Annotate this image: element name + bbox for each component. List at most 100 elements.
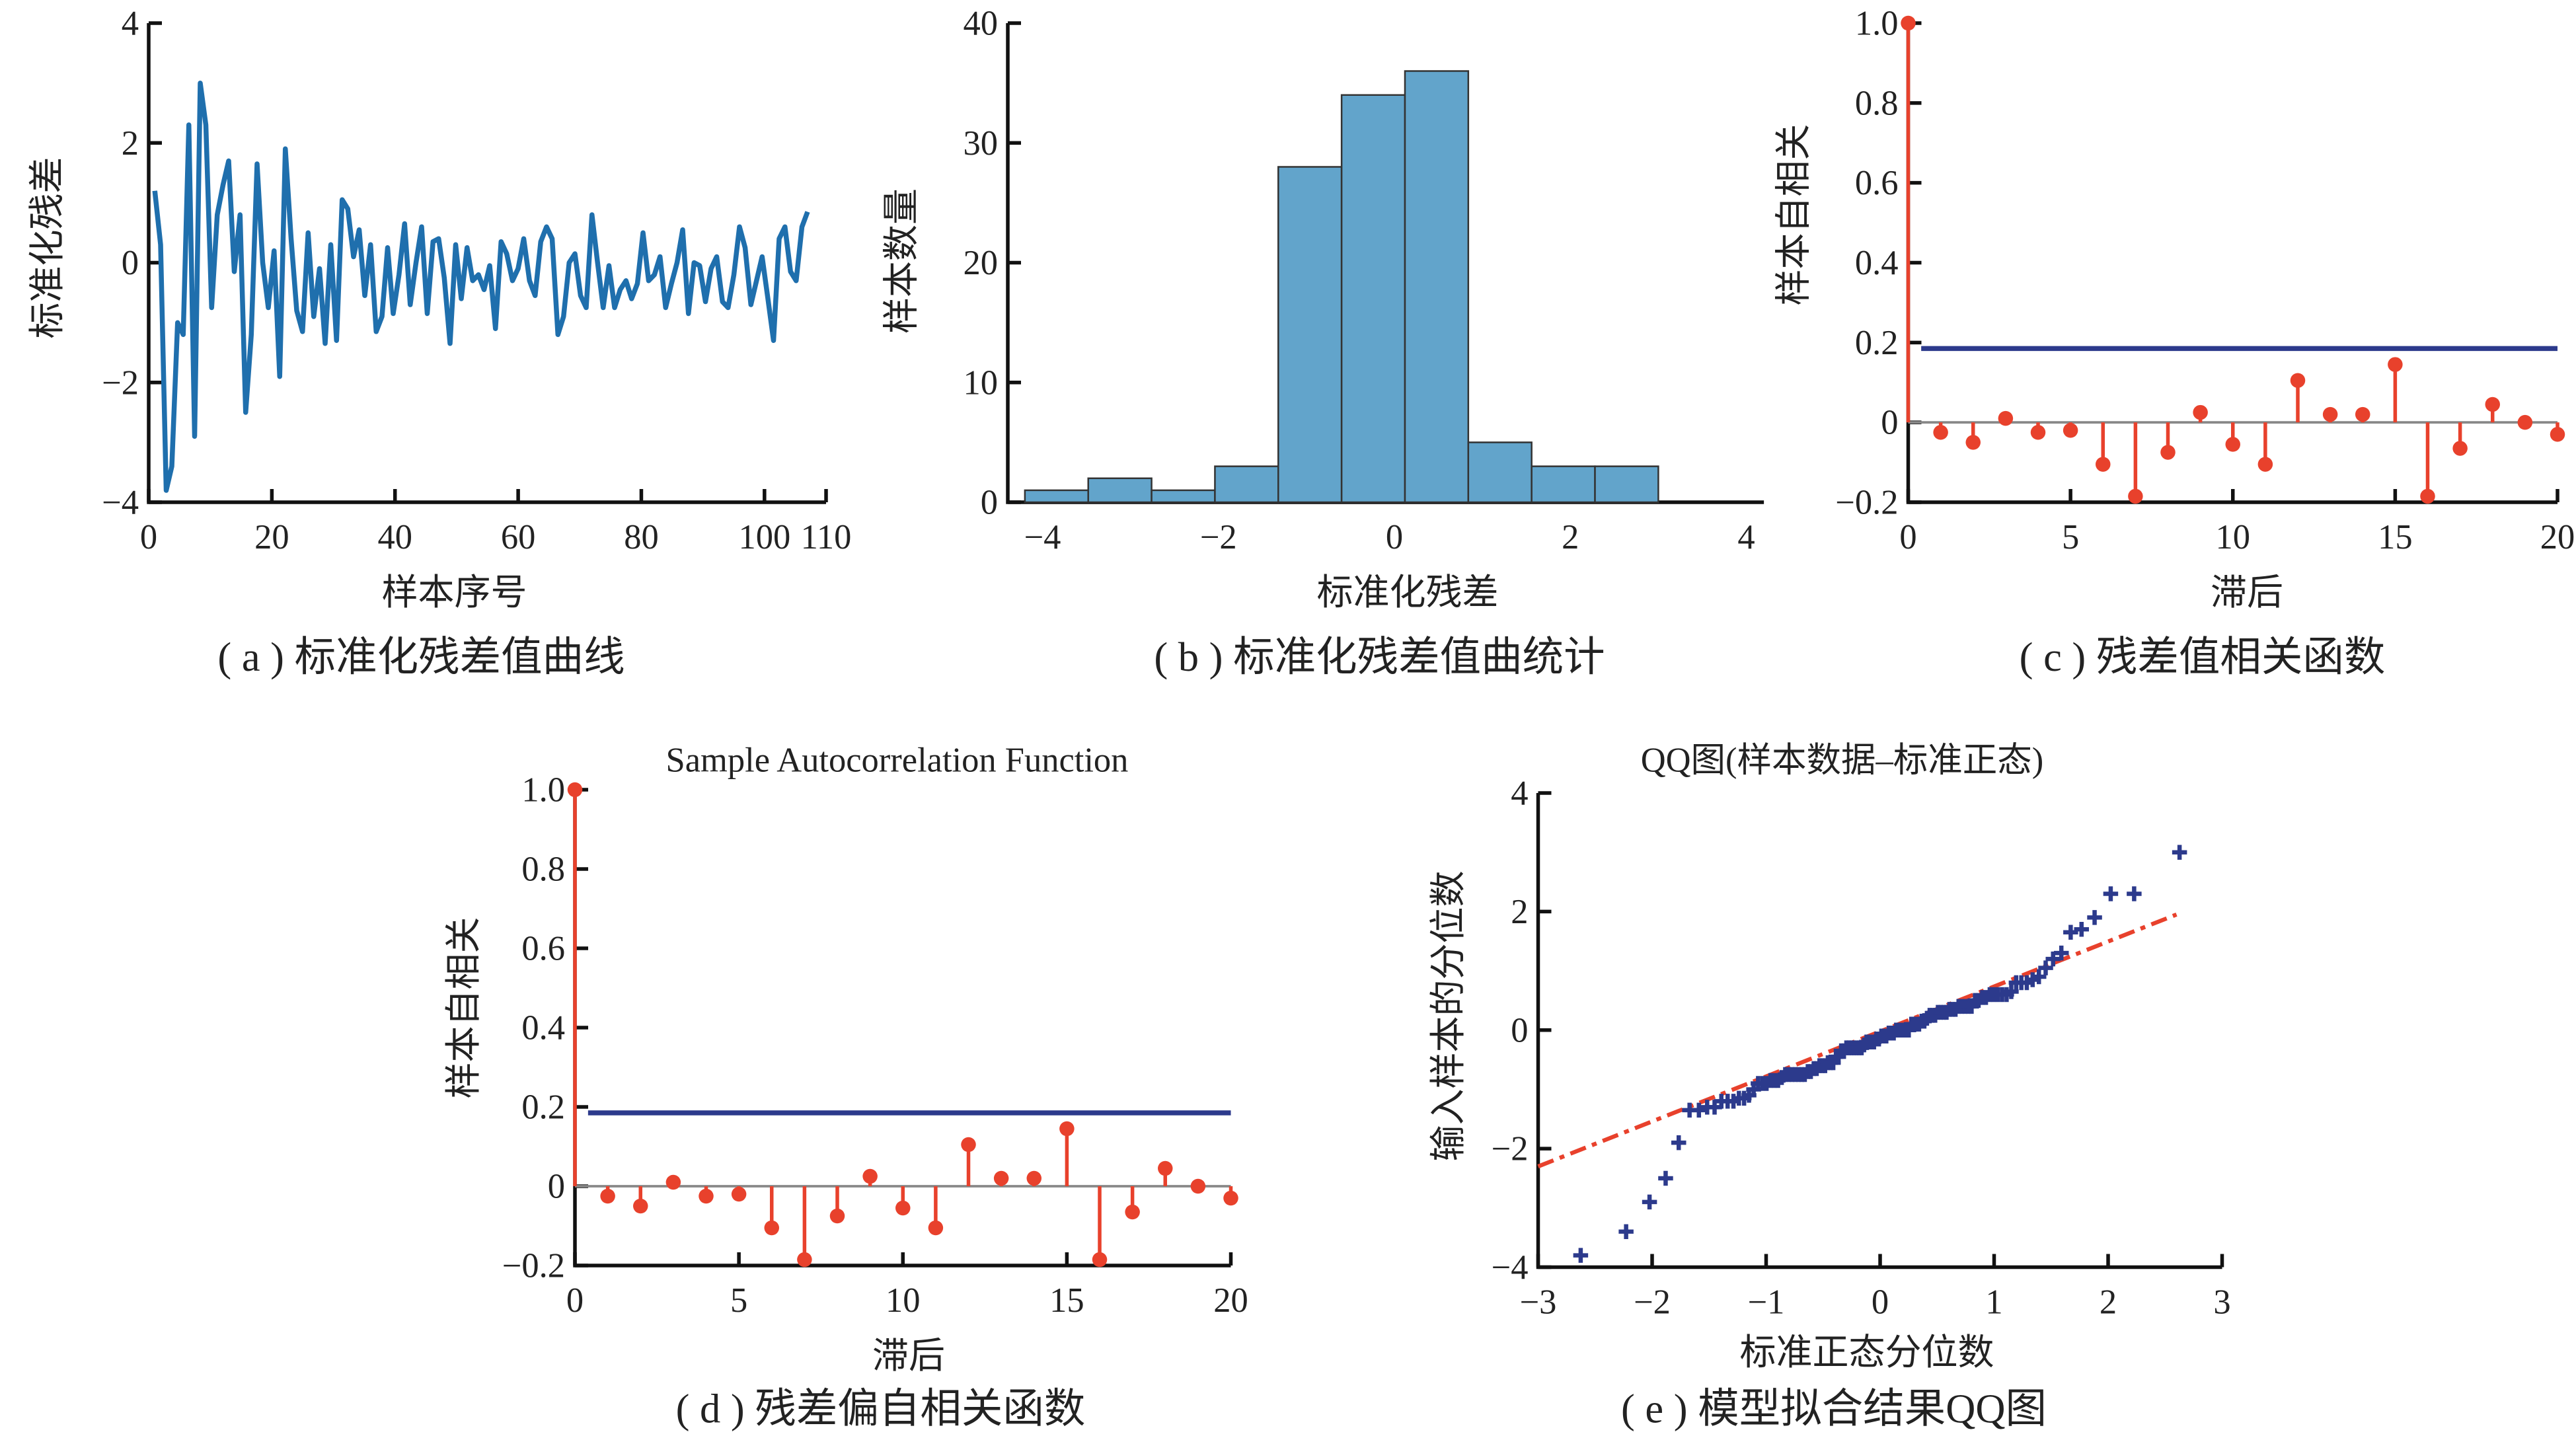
stem-marker	[2517, 414, 2533, 430]
panel-b-xlabel: 标准化残差	[1316, 572, 1498, 613]
panel-b-xtick-label: 2	[1562, 518, 1579, 556]
histogram-bar	[1087, 477, 1153, 504]
qq-point-marker	[2031, 969, 2047, 985]
stem-marker	[2550, 427, 2565, 442]
panel-a-xtick-label: 20	[254, 518, 289, 556]
panel-c-acf: 滞后 样本自相关 ( c ) 残差值相关函数 1.00.80.60.40.20−…	[1774, 5, 2575, 681]
qq-point-marker	[2053, 945, 2069, 961]
panel-a-xtick-label: 100	[738, 518, 790, 556]
histogram-bar	[1277, 166, 1343, 504]
panel-e-ylabel: 输入样本的分位数	[1428, 870, 1468, 1161]
qq-point-marker	[2074, 922, 2090, 937]
panel-e-xtick-label: 0	[1872, 1283, 1889, 1322]
stem-marker	[699, 1188, 714, 1204]
stem-marker	[2290, 373, 2306, 388]
panel-c-ytick-label: −0.2	[1835, 484, 1898, 522]
panel-c-xtick-label: 10	[2216, 518, 2251, 556]
qq-point-marker	[2004, 984, 2019, 999]
stem-marker	[2355, 406, 2370, 422]
panel-b-ytick-label: 20	[964, 244, 999, 282]
panel-c-caption: ( c ) 残差值相关函数	[2020, 634, 2386, 680]
stem-marker	[829, 1208, 845, 1224]
panel-c-xtick-label: 15	[2378, 518, 2413, 556]
panel-d-ytick-label: 0.4	[521, 1009, 565, 1047]
panel-a-ytick-label: 0	[122, 244, 139, 282]
panel-e-xtick-label: 1	[1985, 1283, 2002, 1322]
histogram-bar	[1467, 441, 1533, 504]
stem-marker	[2225, 437, 2240, 452]
panel-b-xtick-label: −4	[1024, 518, 1061, 556]
panel-d-ytick-label: 0.2	[521, 1088, 565, 1127]
panel-a-ylabel: 标准化残差	[27, 157, 67, 338]
panel-e-ytick-label: 4	[1511, 775, 1528, 813]
panel-e-xtick-label: −1	[1748, 1283, 1785, 1322]
panel-d-xtick-label: 15	[1049, 1281, 1084, 1320]
stem-marker	[2322, 406, 2338, 422]
stem-marker	[1998, 410, 2014, 426]
panel-d-xtick-label: 20	[1213, 1281, 1248, 1320]
panel-e-ytick-label: −4	[1492, 1248, 1529, 1287]
histogram-bar	[1214, 465, 1279, 504]
panel-d-ytick-label: −0.2	[502, 1247, 565, 1285]
panel-a-xtick-label: 80	[624, 518, 659, 556]
panel-c-ytick-label: 0.8	[1855, 84, 1899, 122]
histogram-bar	[1024, 489, 1089, 504]
qq-point-marker	[1618, 1224, 1634, 1239]
panel-b-ytick-label: 30	[964, 124, 999, 163]
panel-b-ytick-label: 10	[964, 363, 999, 402]
panel-b-xtick-label: 0	[1386, 518, 1403, 556]
panel-c-xtick-label: 5	[2062, 518, 2079, 556]
qq-point-marker	[1658, 1170, 1673, 1186]
panel-c-xtick-label: 20	[2540, 518, 2575, 556]
panel-a-xtick-label: 0	[140, 518, 157, 556]
panel-b-ytick-label: 40	[964, 5, 999, 43]
panel-c-xtick-label: 0	[1899, 518, 1916, 556]
panel-b-ylabel: 样本数量	[882, 188, 922, 334]
qq-point-marker	[2127, 886, 2142, 901]
stem-marker	[2193, 404, 2208, 420]
stem-marker	[2128, 488, 2143, 504]
panel-e-ytick-label: 2	[1511, 893, 1528, 931]
panel-a-xtick-label: 110	[801, 518, 852, 556]
panel-e-ytick-label: −2	[1492, 1130, 1529, 1168]
stem-marker	[2063, 423, 2078, 438]
panel-d-xtick-label: 10	[886, 1281, 921, 1320]
stem-marker	[2257, 457, 2273, 472]
stem-marker	[633, 1198, 648, 1214]
panel-e-title: QQ图(样本数据–标准正态)	[1641, 741, 2044, 780]
stem-marker	[1059, 1121, 1075, 1137]
stem-marker	[2420, 488, 2435, 504]
panel-a-ytick-label: 4	[122, 5, 139, 43]
panel-c-ytick-label: 1.0	[1855, 5, 1899, 43]
stem-marker	[2485, 397, 2500, 412]
panel-d-xlabel: 滞后	[872, 1336, 945, 1376]
qq-point-marker	[1691, 1102, 1707, 1118]
histogram-bar	[1404, 70, 1470, 504]
panel-e-xtick-label: 2	[2100, 1283, 2117, 1322]
stem-marker	[2388, 357, 2403, 372]
panel-d-xtick-label: 5	[730, 1281, 747, 1320]
qq-point-marker	[1642, 1194, 1657, 1210]
panel-e-ytick-label: 0	[1511, 1011, 1528, 1049]
stem-marker	[1933, 425, 1948, 440]
histogram-bar	[1151, 489, 1216, 504]
stem-marker	[665, 1174, 681, 1190]
panel-b-caption: ( b ) 标准化残差值曲统计	[1154, 634, 1605, 680]
panel-b-xtick-label: 4	[1737, 518, 1755, 556]
histogram-bar	[1531, 465, 1596, 504]
panel-b-xtick-label: −2	[1200, 518, 1237, 556]
stem-marker	[797, 1252, 812, 1268]
panel-c-ytick-label: 0.4	[1855, 244, 1899, 282]
panel-d-caption: ( d ) 残差偏自相关函数	[676, 1386, 1086, 1432]
stem-marker	[1092, 1252, 1108, 1268]
qq-point-marker	[2103, 886, 2119, 901]
stem-marker	[2452, 441, 2468, 456]
qq-point-marker	[1671, 1135, 1686, 1151]
stem-marker	[1965, 435, 1981, 450]
residual-series-line	[152, 80, 810, 493]
panel-b-histogram: 标准化残差 样本数量 ( b ) 标准化残差值曲统计 40 30 20 10 0 −4 −2…	[882, 5, 1764, 680]
panel-d-ytick-label: 0.8	[521, 851, 565, 889]
stem-marker	[1901, 15, 1916, 31]
panel-d-ylabel: 样本自相关	[443, 917, 484, 1098]
